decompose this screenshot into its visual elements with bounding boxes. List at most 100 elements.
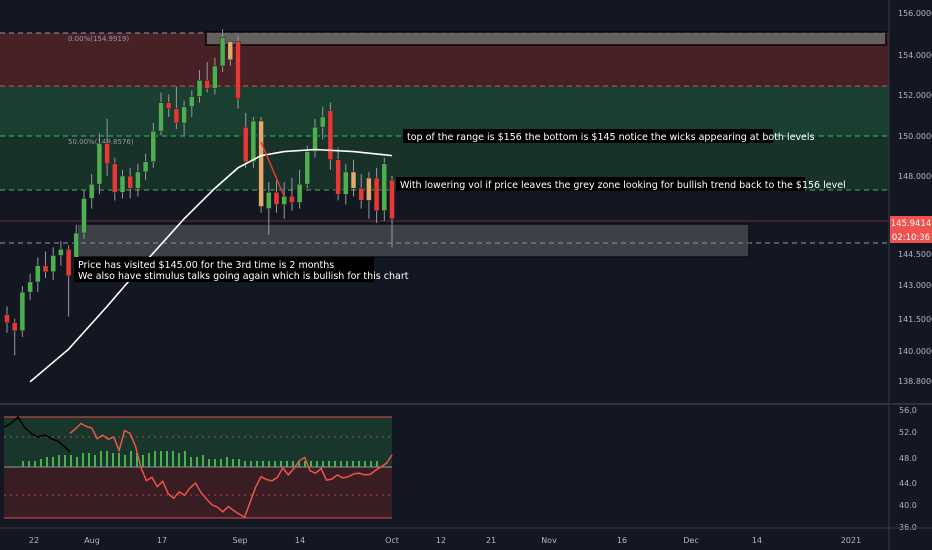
candle[interactable]	[19, 291, 26, 332]
candle[interactable]	[35, 265, 41, 283]
candle[interactable]	[88, 183, 95, 199]
time-tick: 12	[436, 536, 446, 545]
candle[interactable]	[358, 187, 364, 201]
moving-average-curve	[29, 148, 393, 383]
candle[interactable]	[381, 163, 388, 211]
price-tick: 154.0000	[898, 51, 932, 60]
osc-tick: 40.0	[899, 501, 917, 510]
price-tick: 150.0000	[898, 132, 932, 141]
candle[interactable]	[112, 163, 118, 193]
candle[interactable]	[165, 102, 172, 110]
time-tick: 22	[29, 536, 39, 545]
osc-bar	[148, 453, 150, 467]
candle[interactable]	[366, 177, 372, 201]
candle[interactable]	[65, 249, 72, 277]
candle[interactable]	[81, 198, 87, 234]
osc-bar	[154, 451, 156, 467]
candle[interactable]	[335, 159, 341, 195]
candle[interactable]	[96, 143, 103, 185]
candle[interactable]	[373, 177, 380, 211]
candle[interactable]	[227, 41, 234, 61]
candle[interactable]	[350, 171, 357, 189]
candle[interactable]	[11, 322, 18, 332]
candle[interactable]	[158, 102, 164, 132]
candle[interactable]	[319, 116, 326, 128]
candle[interactable]	[258, 120, 264, 207]
osc-bar	[274, 461, 276, 467]
osc-bar	[208, 459, 210, 467]
osc-bar	[292, 461, 294, 467]
osc-bar	[358, 461, 360, 467]
candle[interactable]	[327, 110, 334, 160]
candle[interactable]	[389, 179, 395, 220]
candle[interactable]	[42, 265, 49, 273]
osc-bar	[106, 451, 108, 467]
osc-bar	[370, 461, 372, 467]
osc-bar	[82, 453, 84, 467]
candle[interactable]	[135, 171, 141, 189]
indicator-axis[interactable]: 56.052.048.044.040.036.0	[899, 406, 917, 532]
osc-bar	[94, 455, 96, 467]
candle[interactable]	[343, 171, 349, 195]
candle[interactable]	[50, 255, 56, 273]
fib-zone-upper	[0, 86, 889, 136]
candle[interactable]	[273, 192, 280, 205]
time-tick: Nov	[541, 536, 557, 545]
osc-bar	[346, 461, 348, 467]
price-tick: 148.0000	[898, 172, 932, 181]
osc-tick: 52.0	[899, 428, 917, 437]
candle[interactable]	[242, 126, 249, 162]
candle[interactable]	[250, 120, 257, 162]
candle[interactable]	[119, 175, 126, 193]
candle[interactable]	[4, 314, 10, 323]
candle[interactable]	[150, 130, 157, 162]
price-pane: 0.00%(154.9919) 50.00%(149.8576) top of …	[0, 29, 889, 383]
price-tick: 156.0000	[898, 9, 932, 18]
candle[interactable]	[196, 79, 203, 97]
candle[interactable]	[127, 175, 133, 189]
candle[interactable]	[104, 143, 110, 165]
candle[interactable]	[266, 192, 272, 209]
candle[interactable]	[212, 65, 218, 89]
osc-bar	[70, 455, 72, 467]
osc-bar	[64, 455, 66, 467]
candle[interactable]	[312, 126, 318, 152]
osc-bar	[136, 453, 138, 467]
osc-bar	[280, 461, 282, 467]
candle[interactable]	[142, 161, 149, 173]
candle[interactable]	[189, 96, 195, 107]
price-marker-value: 145.9414	[891, 219, 932, 229]
candle[interactable]	[289, 196, 295, 203]
trend-arrow	[260, 141, 285, 197]
osc-bar	[232, 459, 234, 467]
candle[interactable]	[58, 249, 64, 256]
candle[interactable]	[204, 79, 210, 89]
candle[interactable]	[235, 41, 241, 99]
time-axis[interactable]: 22 Aug 17 Sep 14 Oct 12 21 Nov 16 Dec 14 2021	[0, 527, 932, 545]
candle[interactable]	[281, 196, 287, 205]
oscillator-line	[69, 422, 393, 519]
time-tick: 16	[617, 536, 627, 545]
price-tick: 144.5000	[898, 250, 932, 259]
candle[interactable]	[219, 37, 226, 67]
price-axis[interactable]: 156.0000 154.0000 152.0000 150.0000 148.0000…	[888, 0, 932, 550]
osc-bar	[262, 461, 264, 467]
time-marker-value: 02:10:36	[892, 233, 930, 243]
annotation-vol: With lowering vol if price leaves the gr…	[400, 180, 846, 191]
candle[interactable]	[181, 106, 187, 124]
support-box[interactable]	[76, 223, 750, 258]
candle[interactable]	[27, 281, 33, 293]
candle[interactable]	[296, 183, 303, 203]
candle[interactable]	[304, 151, 311, 185]
osc-bar	[190, 457, 192, 467]
fib-label-0: 0.00%(154.9919)	[68, 35, 129, 43]
osc-bar	[238, 459, 240, 467]
osc-bar	[376, 461, 378, 467]
candle[interactable]	[173, 108, 180, 124]
osc-bar	[46, 457, 48, 467]
resistance-box[interactable]	[205, 31, 887, 46]
osc-bar	[160, 451, 162, 467]
time-tick: Sep	[232, 536, 247, 545]
osc-bar	[244, 461, 246, 467]
